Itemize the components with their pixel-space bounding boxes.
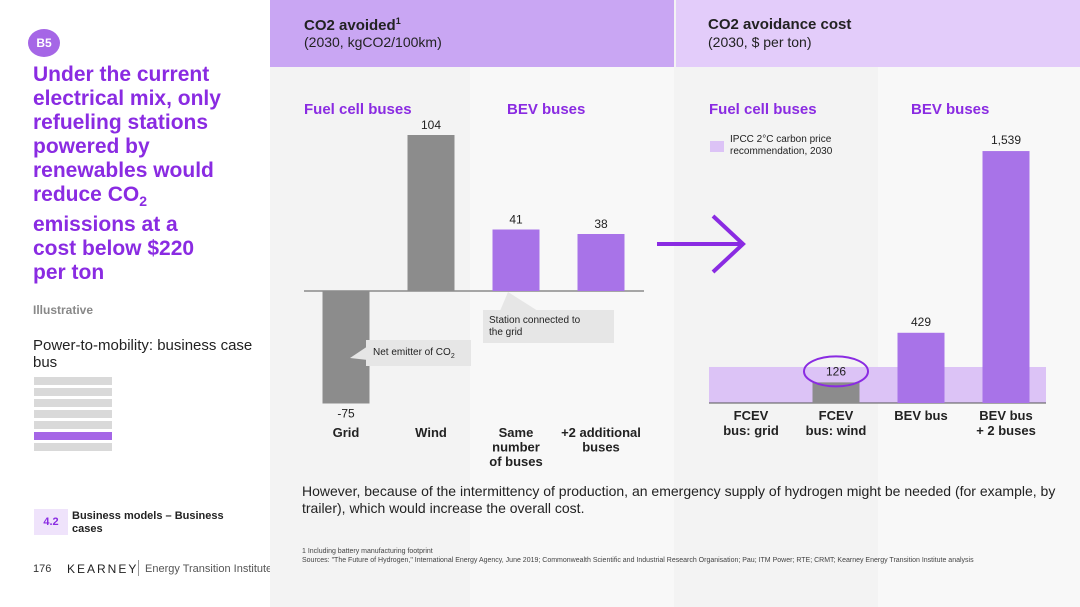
footnote: 1 Including battery manufacturing footpr… xyxy=(302,547,1062,565)
group-label-fuel-cell: Fuel cell buses xyxy=(304,101,412,118)
brand-secondary: Energy Transition Institute xyxy=(145,563,273,575)
progress-indicator xyxy=(34,377,112,454)
avoidance-cost-subtitle: (2030, $ per ton) xyxy=(708,34,812,50)
progress-step xyxy=(34,399,112,407)
value-label: 41 xyxy=(509,213,523,227)
value-label: 1,539 xyxy=(991,133,1021,147)
group-label-bev: BEV buses xyxy=(507,101,586,118)
section-badge: B5 xyxy=(28,29,60,57)
bar-avoidance-cost xyxy=(812,382,860,403)
category-label: FCEV xyxy=(819,408,854,423)
callout-station-text: Station connected to the grid xyxy=(489,315,581,338)
callout-net-emitter-text: Net emitter of CO2 xyxy=(373,347,455,360)
page-number: 176 xyxy=(33,563,52,575)
highlight-circle xyxy=(803,355,869,388)
co2-avoided-title: CO2 avoided1 xyxy=(304,16,401,34)
section-number: 4.2 xyxy=(34,509,68,535)
subtitle: Power-to-mobility: business case bus xyxy=(33,337,253,371)
footer-note: However, because of the intermittency of… xyxy=(302,483,1056,516)
progress-step xyxy=(34,388,112,396)
illustrative-label: Illustrative xyxy=(33,303,94,317)
headline: Under the current electrical mix, only r… xyxy=(33,63,221,285)
arrow-right-icon xyxy=(657,214,746,274)
brand-divider xyxy=(138,560,139,576)
category-label: +2 additional xyxy=(561,425,641,440)
callout-station xyxy=(483,310,614,343)
cost-group-label-fuel-cell: Fuel cell buses xyxy=(709,101,817,118)
bar-avoidance-cost xyxy=(897,332,945,403)
callout-net-emitter xyxy=(366,340,471,366)
category-label: number xyxy=(492,440,540,455)
bar-avoidance-cost xyxy=(982,151,1030,403)
footnote-sources: Sources: "The Future of Hydrogen," Inter… xyxy=(302,557,974,564)
co2-avoided-subtitle: (2030, kgCO2/100km) xyxy=(304,34,442,50)
value-label: 126 xyxy=(826,364,846,378)
progress-step xyxy=(34,410,112,418)
callout-station-pointer xyxy=(500,292,538,311)
co2-avoided-header: CO2 avoided1 (2030, kgCO2/100km) xyxy=(270,0,674,67)
category-label: bus: wind xyxy=(806,423,867,438)
category-label: of buses xyxy=(489,454,542,469)
category-label: Wind xyxy=(415,425,447,440)
bar-co2-avoided xyxy=(577,234,625,291)
progress-step-active xyxy=(34,432,112,440)
category-label: BEV bus xyxy=(979,408,1032,423)
progress-step xyxy=(34,377,112,385)
value-label: -75 xyxy=(337,407,355,421)
category-label: FCEV xyxy=(734,408,769,423)
avoidance-cost-title: CO2 avoidance cost xyxy=(708,16,852,33)
category-label: + 2 buses xyxy=(976,423,1036,438)
value-label: 429 xyxy=(911,315,931,329)
legend-text: IPCC 2°C carbon price recommendation, 203… xyxy=(730,134,833,157)
value-label: 38 xyxy=(594,217,608,231)
category-label: BEV bus xyxy=(894,408,947,423)
category-label: Grid xyxy=(333,425,360,440)
bar-co2-avoided xyxy=(407,135,455,291)
legend-swatch xyxy=(710,141,724,152)
footnote-1: 1 Including battery manufacturing footpr… xyxy=(302,548,433,555)
section-label: Business models – Business cases xyxy=(72,510,224,535)
category-label: bus: grid xyxy=(723,423,779,438)
category-label: Same xyxy=(499,425,534,440)
value-label: 104 xyxy=(421,118,441,132)
category-label: buses xyxy=(582,440,620,455)
cost-group-label-bev: BEV buses xyxy=(911,101,990,118)
progress-step xyxy=(34,421,112,429)
bar-co2-avoided xyxy=(492,229,540,291)
brand-logo: KEARNEY xyxy=(67,562,139,576)
progress-step xyxy=(34,443,112,451)
bar-co2-avoided xyxy=(322,291,370,404)
callout-pointer xyxy=(350,346,368,360)
avoidance-cost-header: CO2 avoidance cost (2030, $ per ton) xyxy=(676,0,1080,67)
